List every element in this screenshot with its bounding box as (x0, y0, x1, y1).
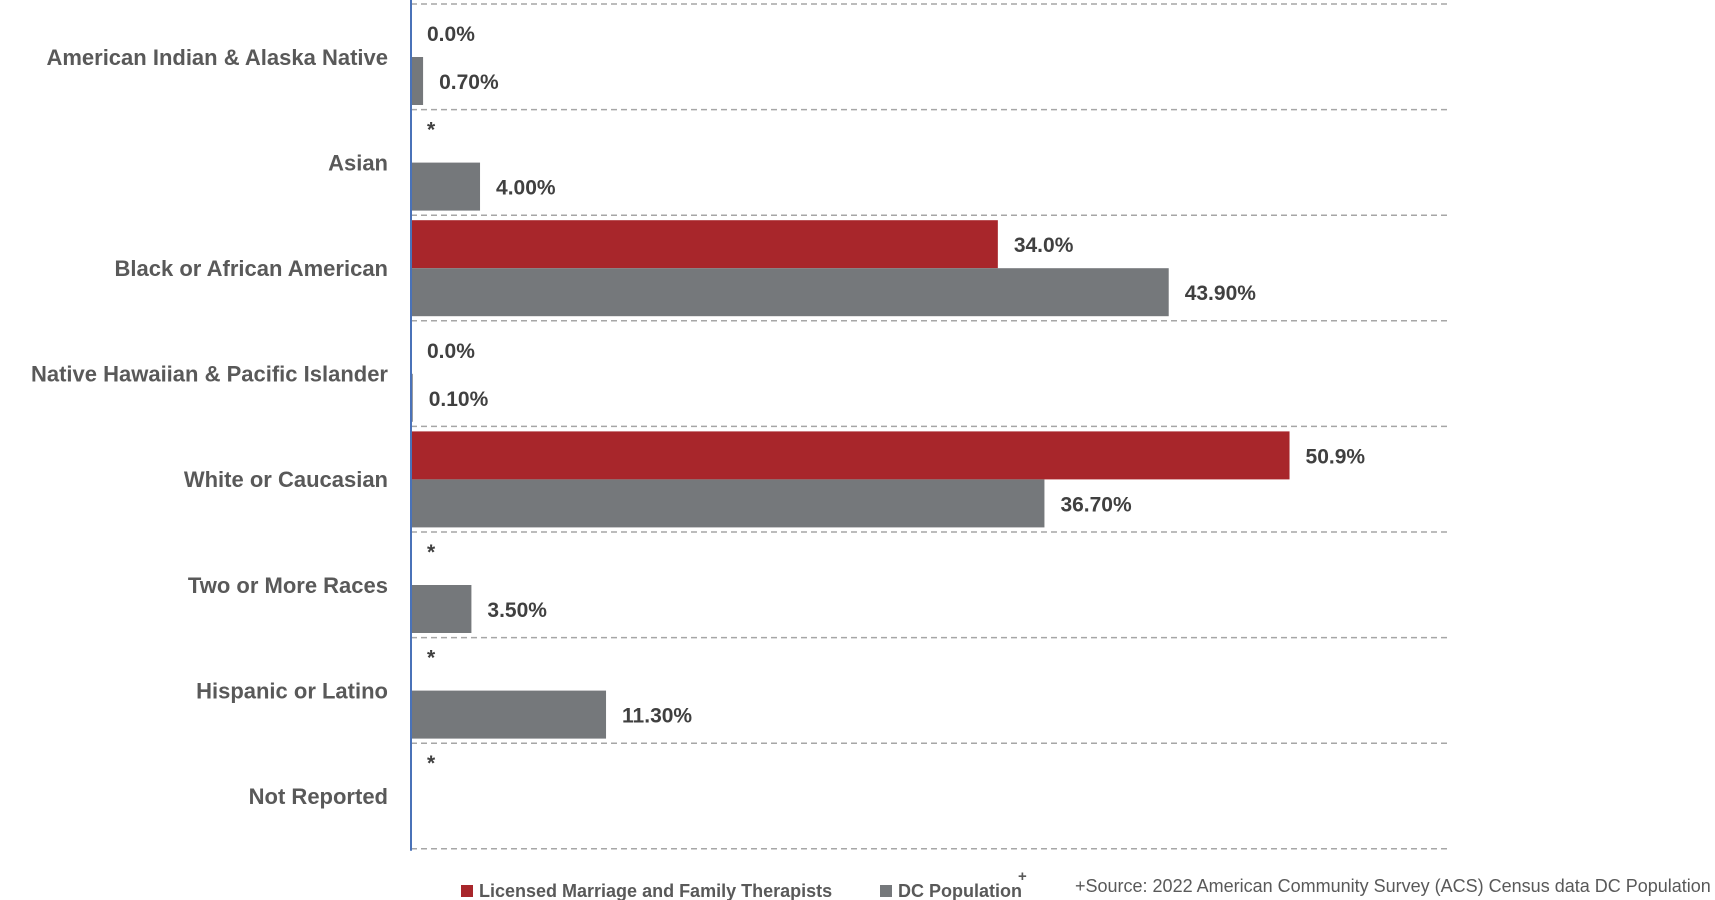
bar-dc-population-black-or-african-american (411, 268, 1169, 317)
data-label-lmft-not-reported: * (427, 752, 436, 775)
legend: Licensed Marriage and Family Therapists … (461, 868, 1027, 900)
category-labels: American Indian & Alaska Native Asian Blac… (31, 45, 388, 809)
bar-dc-population-american-indian-alaska-native (411, 57, 424, 105)
category-label-asian: Asian (328, 150, 388, 175)
grid-lines (411, 3, 1449, 850)
bars (411, 57, 1290, 739)
data-label-dc-population-two-or-more-races: 3.50% (487, 599, 547, 622)
legend-label-dc-population: DC Population (898, 881, 1022, 900)
bar-lmft-white-or-caucasian (411, 431, 1290, 480)
data-label-dc-population-black-or-african-american: 43.90% (1185, 282, 1257, 305)
data-label-dc-population-hispanic-or-latino: 11.30% (622, 705, 692, 728)
data-label-lmft-two-or-more-races: * (427, 541, 436, 564)
source-footnote: +Source: 2022 American Community Survey … (1075, 876, 1711, 896)
data-label-lmft-hispanic-or-latino: * (427, 647, 436, 670)
legend-swatch-lmft (461, 885, 473, 897)
data-label-lmft-white-or-caucasian: 50.9% (1306, 445, 1366, 468)
category-label-black-or-african-american: Black or African American (115, 256, 388, 281)
data-label-lmft-native-hawaiian-pacific-islander: 0.0% (427, 340, 475, 363)
data-labels: 0.0% 0.70% * 4.00% 34.0% 43.90% 0.0% 0.10% 50.9%… (427, 23, 1365, 775)
data-label-lmft-american-indian-alaska-native: 0.0% (427, 23, 475, 46)
legend-label-lmft: Licensed Marriage and Family Therapists (479, 881, 832, 900)
bar-dc-population-hispanic-or-latino (411, 690, 607, 739)
category-label-not-reported: Not Reported (249, 784, 388, 809)
data-label-dc-population-asian: 4.00% (496, 177, 556, 200)
bar-lmft-black-or-african-american (411, 220, 998, 269)
legend-superscript: + (1018, 868, 1027, 885)
category-label-native-hawaiian-pacific-islander: Native Hawaiian & Pacific Islander (31, 362, 388, 387)
bar-dc-population-white-or-caucasian (411, 479, 1045, 528)
legend-swatch-dc-population (880, 885, 892, 897)
category-label-two-or-more-races: Two or More Races (188, 573, 388, 598)
data-label-lmft-asian: * (427, 119, 436, 142)
category-label-hispanic-or-latino: Hispanic or Latino (196, 678, 388, 703)
bar-dc-population-two-or-more-races (411, 585, 472, 633)
data-label-lmft-black-or-african-american: 34.0% (1014, 234, 1074, 257)
data-label-dc-population-native-hawaiian-pacific-islander: 0.10% (429, 388, 489, 411)
category-label-white-or-caucasian: White or Caucasian (184, 467, 388, 492)
category-label-american-indian-alaska-native: American Indian & Alaska Native (46, 45, 388, 70)
data-label-dc-population-white-or-caucasian: 36.70% (1060, 493, 1132, 516)
data-label-dc-population-american-indian-alaska-native: 0.70% (439, 71, 499, 94)
bar-dc-population-asian (411, 162, 481, 211)
